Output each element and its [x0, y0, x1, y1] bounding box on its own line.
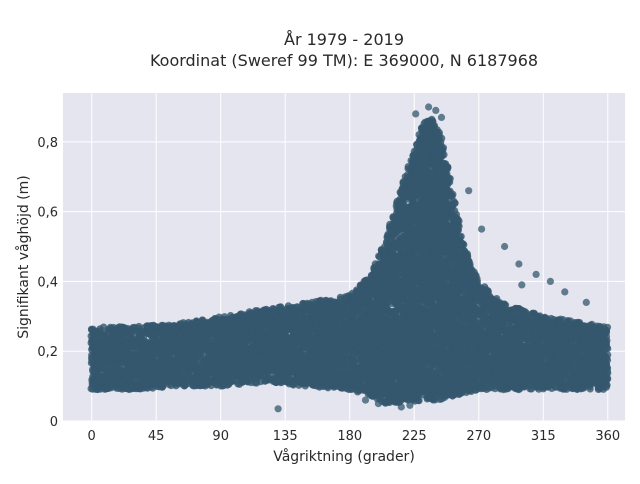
chart-title-line-1: År 1979 - 2019	[284, 30, 404, 49]
chart-title-line-2: Koordinat (Sweref 99 TM): E 369000, N 61…	[150, 51, 538, 70]
